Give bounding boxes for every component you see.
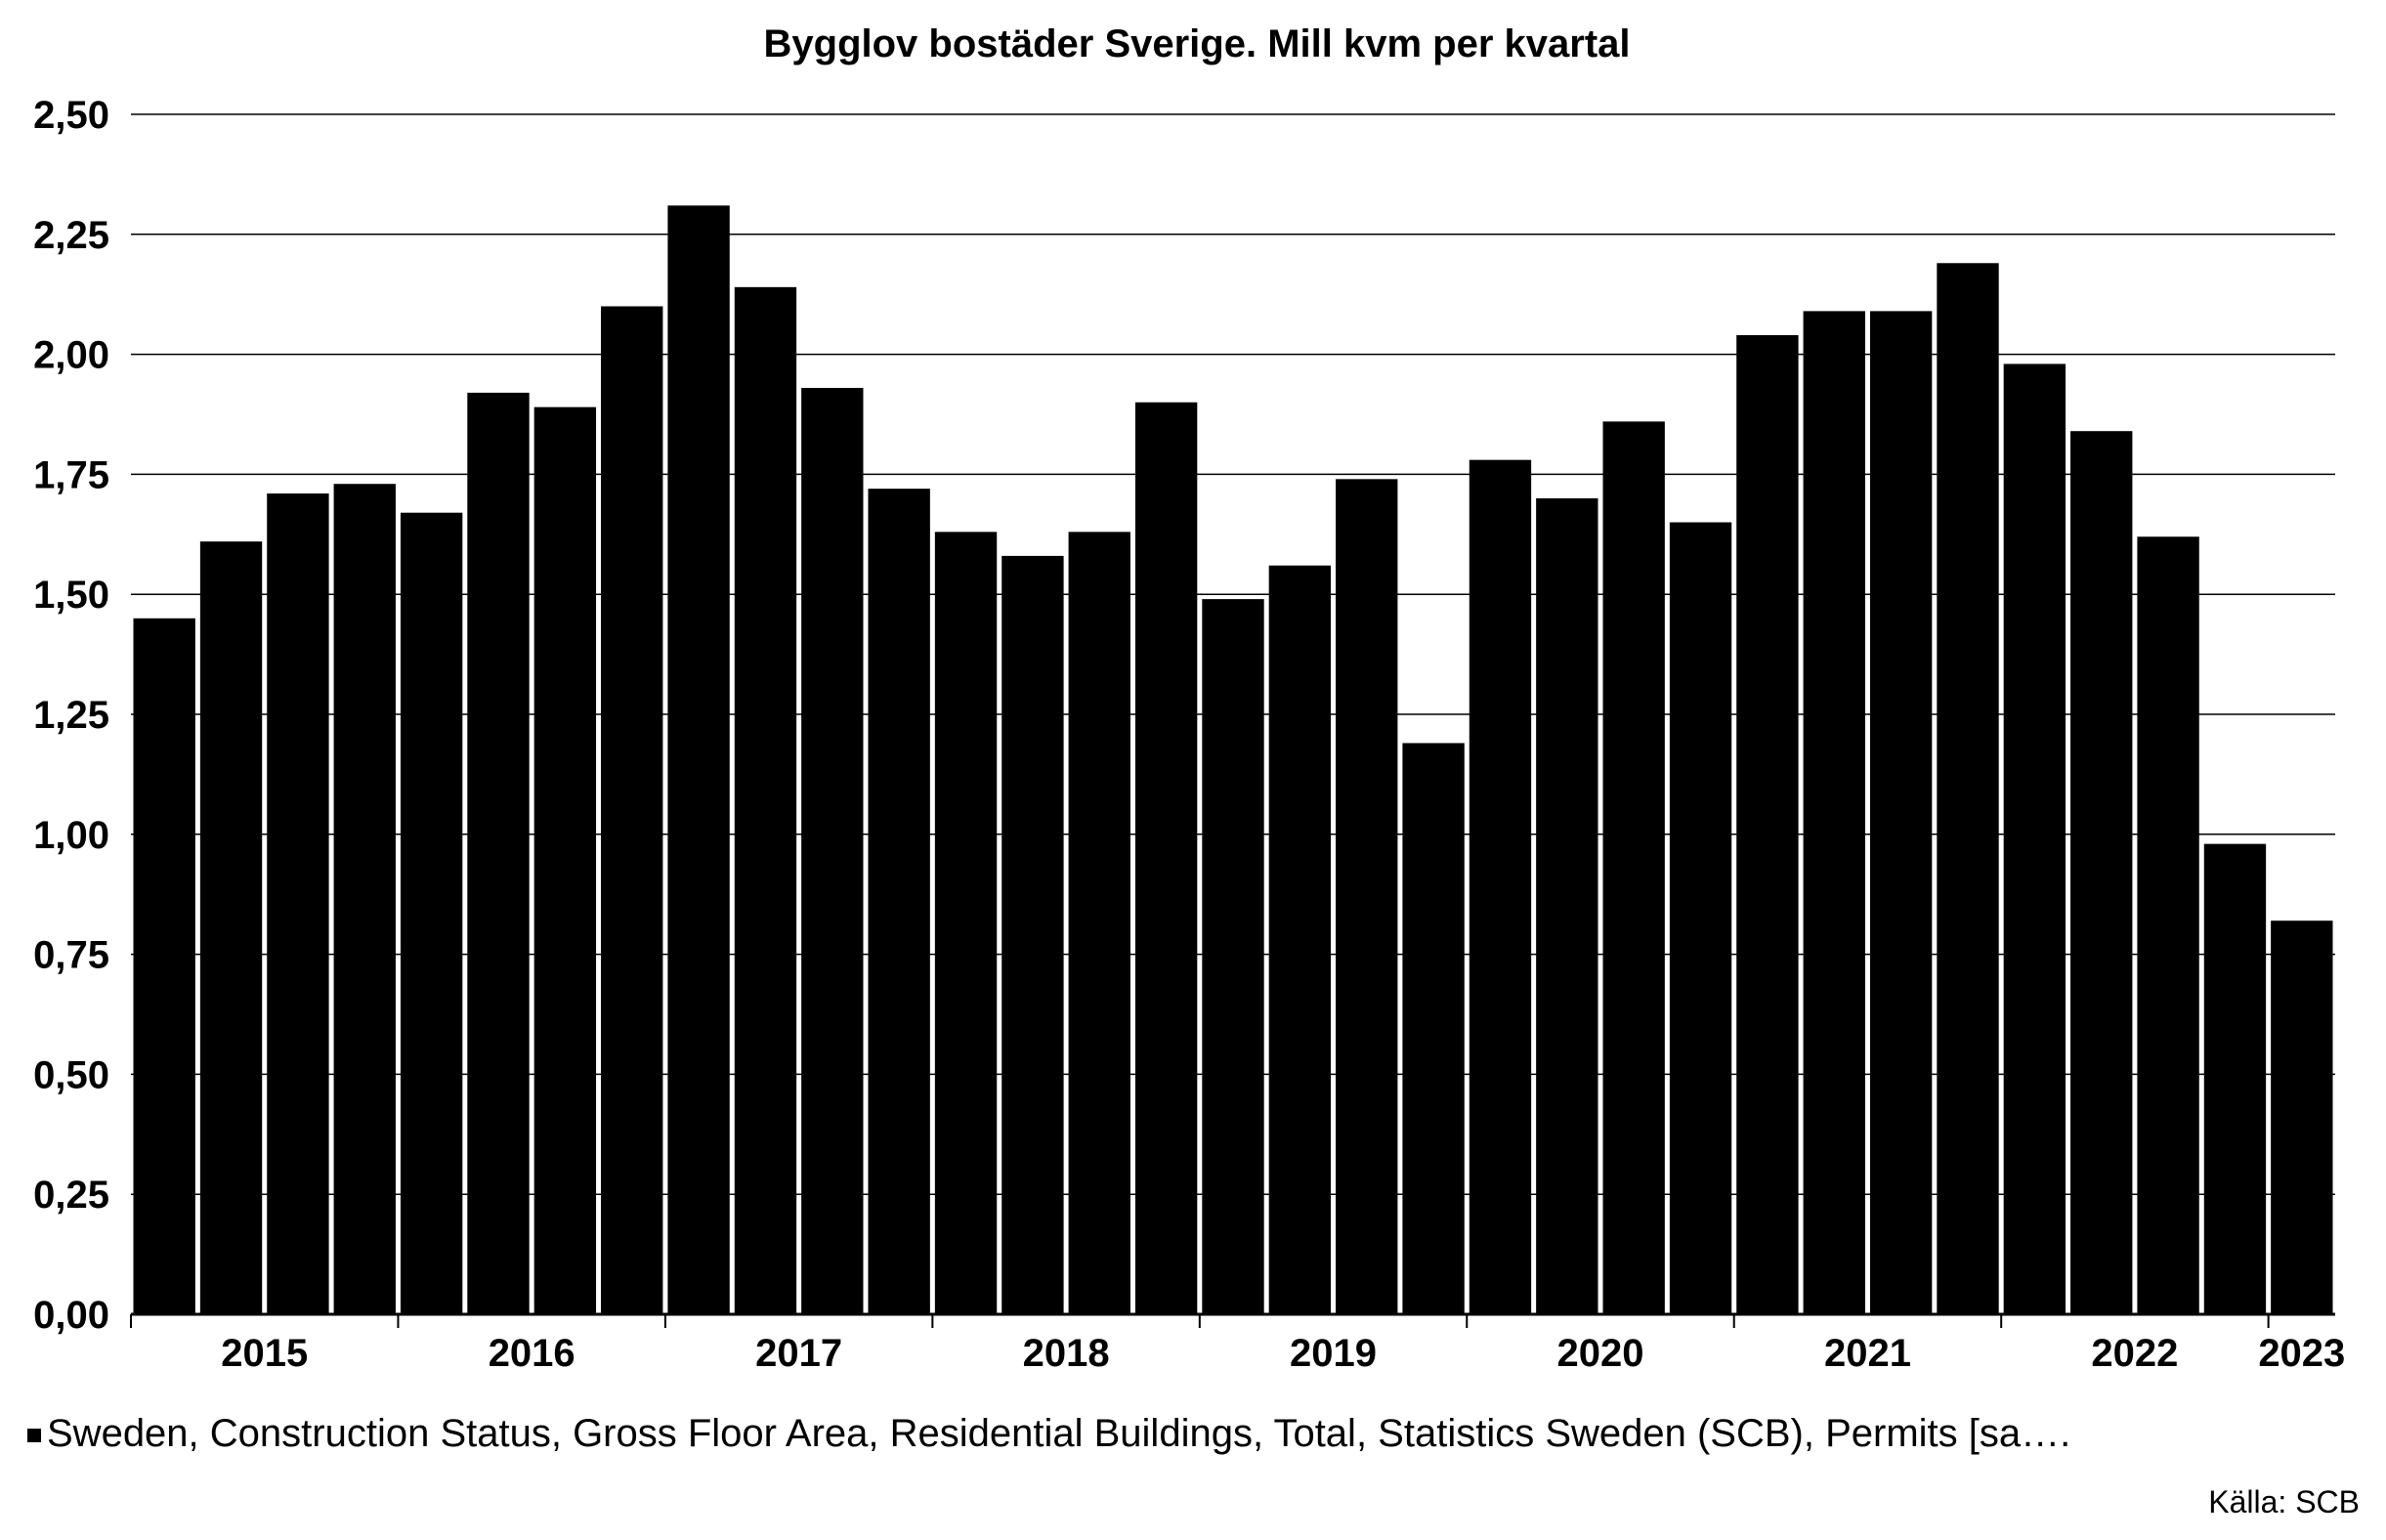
legend: Sweden, Construction Status, Gross Floor… (27, 1412, 2070, 1455)
bar (2137, 536, 2199, 1314)
y-tick-label: 2,50 (33, 94, 109, 137)
bar (1869, 311, 1933, 1315)
bar (1669, 522, 1732, 1314)
bar (1268, 565, 1332, 1314)
y-tick-label: 1,00 (33, 814, 109, 857)
x-tick-label: 2021 (1824, 1332, 1911, 1375)
y-tick-label: 0,50 (33, 1053, 109, 1096)
bar (801, 387, 864, 1314)
y-axis-tick-labels: 0,00 0,25 0,50 0,75 1,00 1,25 1,50 1,75 2,00 2,25… (33, 94, 109, 1337)
x-axis-tick-labels: 2015 2016 2017 2018 2019 2020 2021 2022 2023 (221, 1332, 2345, 1375)
x-axis (130, 1312, 2335, 1328)
x-tick-label: 2017 (755, 1332, 842, 1375)
bar (934, 532, 998, 1314)
x-tick-label: 2023 (2258, 1332, 2345, 1375)
bar (1469, 459, 1532, 1314)
bar (667, 205, 730, 1314)
x-tick-label: 2018 (1023, 1332, 1110, 1375)
bar (1602, 421, 1665, 1314)
bar (1402, 743, 1465, 1314)
x-tick-label: 2020 (1557, 1332, 1644, 1375)
bar (1536, 497, 1598, 1315)
y-tick-label: 2,25 (33, 214, 109, 257)
x-tick-label: 2022 (2091, 1332, 2178, 1375)
y-tick-label: 2,00 (33, 334, 109, 377)
bar (1736, 334, 1799, 1314)
bar (734, 286, 797, 1314)
y-tick-label: 0,00 (33, 1294, 109, 1337)
bar (533, 406, 597, 1315)
bar (2271, 920, 2333, 1314)
bar (1336, 479, 1398, 1314)
legend-label: Sweden, Construction Status, Gross Floor… (47, 1412, 2070, 1455)
bar (133, 618, 195, 1314)
bar (199, 541, 263, 1314)
bar (333, 484, 396, 1314)
chart-title: Bygglov bostäder Sverige. Mill kvm per k… (764, 22, 1631, 65)
bar (1937, 263, 1999, 1315)
bar (467, 392, 530, 1314)
bar (2070, 431, 2133, 1314)
x-tick-label: 2015 (221, 1332, 308, 1375)
bar (1803, 311, 1865, 1315)
y-tick-label: 1,75 (33, 453, 109, 496)
y-tick-label: 1,50 (33, 574, 109, 617)
bar (1134, 402, 1198, 1315)
x-tick-label: 2019 (1290, 1332, 1377, 1375)
x-tick-label: 2016 (489, 1332, 575, 1375)
legend-swatch (27, 1429, 41, 1442)
y-tick-label: 0,75 (33, 934, 109, 977)
bar (868, 489, 930, 1314)
y-tick-label: 0,25 (33, 1174, 109, 1217)
bar (1001, 555, 1064, 1314)
bar (601, 306, 663, 1315)
bar (400, 512, 463, 1314)
bar (2203, 843, 2267, 1314)
bar (1202, 599, 1264, 1314)
bar (267, 493, 329, 1315)
y-tick-label: 1,25 (33, 694, 109, 737)
source-note: Källa: SCB (2208, 1484, 2360, 1519)
bars (133, 205, 2333, 1315)
bar (1068, 532, 1130, 1314)
bar (2003, 364, 2066, 1314)
